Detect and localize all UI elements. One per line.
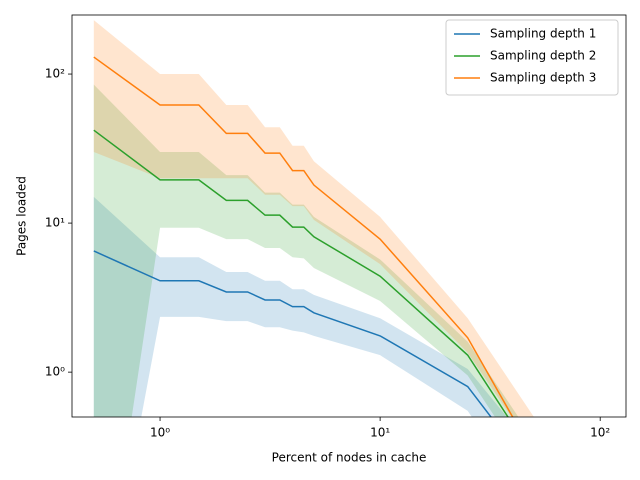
x-tick-label: 10⁰	[150, 426, 170, 440]
y-tick-label: 10²	[45, 67, 65, 81]
y-tick-label: 10¹	[45, 216, 65, 230]
series-line	[93, 129, 509, 417]
legend-box	[445, 19, 619, 96]
series-line	[93, 56, 514, 417]
plot-area	[93, 20, 534, 417]
x-tick-label: 10¹	[370, 426, 390, 440]
confidence-band	[93, 20, 534, 417]
legend-label: Sampling depth 1	[490, 27, 596, 41]
x-tick-label: 10²	[590, 426, 610, 440]
y-tick-label: 10⁰	[45, 365, 65, 379]
legend-label: Sampling depth 2	[490, 49, 596, 63]
axes-frame	[71, 14, 627, 418]
legend-label: Sampling depth 3	[490, 71, 596, 85]
x-axis-label: Percent of nodes in cache	[272, 451, 427, 465]
y-axis-label: Pages loaded	[15, 176, 29, 256]
confidence-band	[93, 84, 519, 417]
series-line	[93, 250, 492, 417]
